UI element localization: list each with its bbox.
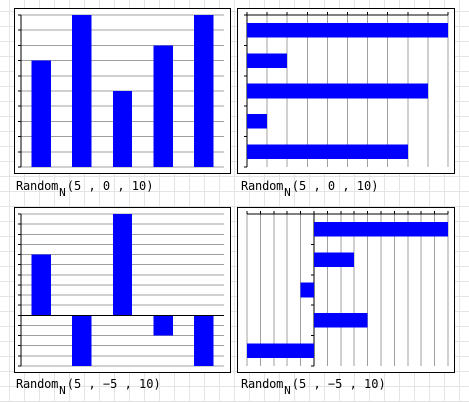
caption-subscript: N xyxy=(59,186,66,199)
bar xyxy=(247,114,268,129)
bar xyxy=(31,60,52,167)
chart-caption: RandomN(5 , 0 , 10) xyxy=(241,179,379,199)
caption-function: Random xyxy=(16,377,59,391)
bar xyxy=(300,282,314,298)
bar xyxy=(31,254,52,316)
caption-subscript: N xyxy=(284,186,291,199)
bar xyxy=(72,15,92,167)
bar xyxy=(247,144,408,160)
bar-chart-1 xyxy=(18,14,224,168)
plot-frame xyxy=(14,8,231,174)
bar xyxy=(247,53,288,68)
caption-args: (5 , 0 , 10) xyxy=(66,179,154,193)
bar xyxy=(72,315,92,366)
plot-frame xyxy=(14,207,231,373)
bar xyxy=(247,343,314,359)
bar xyxy=(314,313,368,328)
chart-caption: RandomN(5 , −5 , 10) xyxy=(241,377,386,397)
caption-args: (5 , 0 , 10) xyxy=(291,179,379,193)
bar xyxy=(193,15,214,167)
bar-chart-3 xyxy=(18,213,224,367)
caption-function: Random xyxy=(241,179,284,193)
plot-frame xyxy=(237,207,455,373)
bar xyxy=(247,83,428,99)
chart-caption: RandomN(5 , −5 , 10) xyxy=(16,377,161,397)
caption-function: Random xyxy=(241,377,284,391)
bar-chart-2 xyxy=(244,12,449,168)
bar-chart-4 xyxy=(246,211,449,367)
bar xyxy=(112,91,133,167)
caption-args: (5 , −5 , 10) xyxy=(66,377,161,391)
caption-args: (5 , −5 , 10) xyxy=(291,377,386,391)
bar xyxy=(193,315,214,366)
bar xyxy=(247,22,448,38)
plot-frame xyxy=(237,8,455,174)
bar xyxy=(112,214,133,316)
caption-subscript: N xyxy=(59,384,66,397)
bar xyxy=(153,45,173,167)
caption-subscript: N xyxy=(284,384,291,397)
bar xyxy=(153,315,173,336)
caption-function: Random xyxy=(16,179,59,193)
bar xyxy=(314,221,448,237)
bar xyxy=(314,252,355,267)
chart-caption: RandomN(5 , 0 , 10) xyxy=(16,179,154,199)
